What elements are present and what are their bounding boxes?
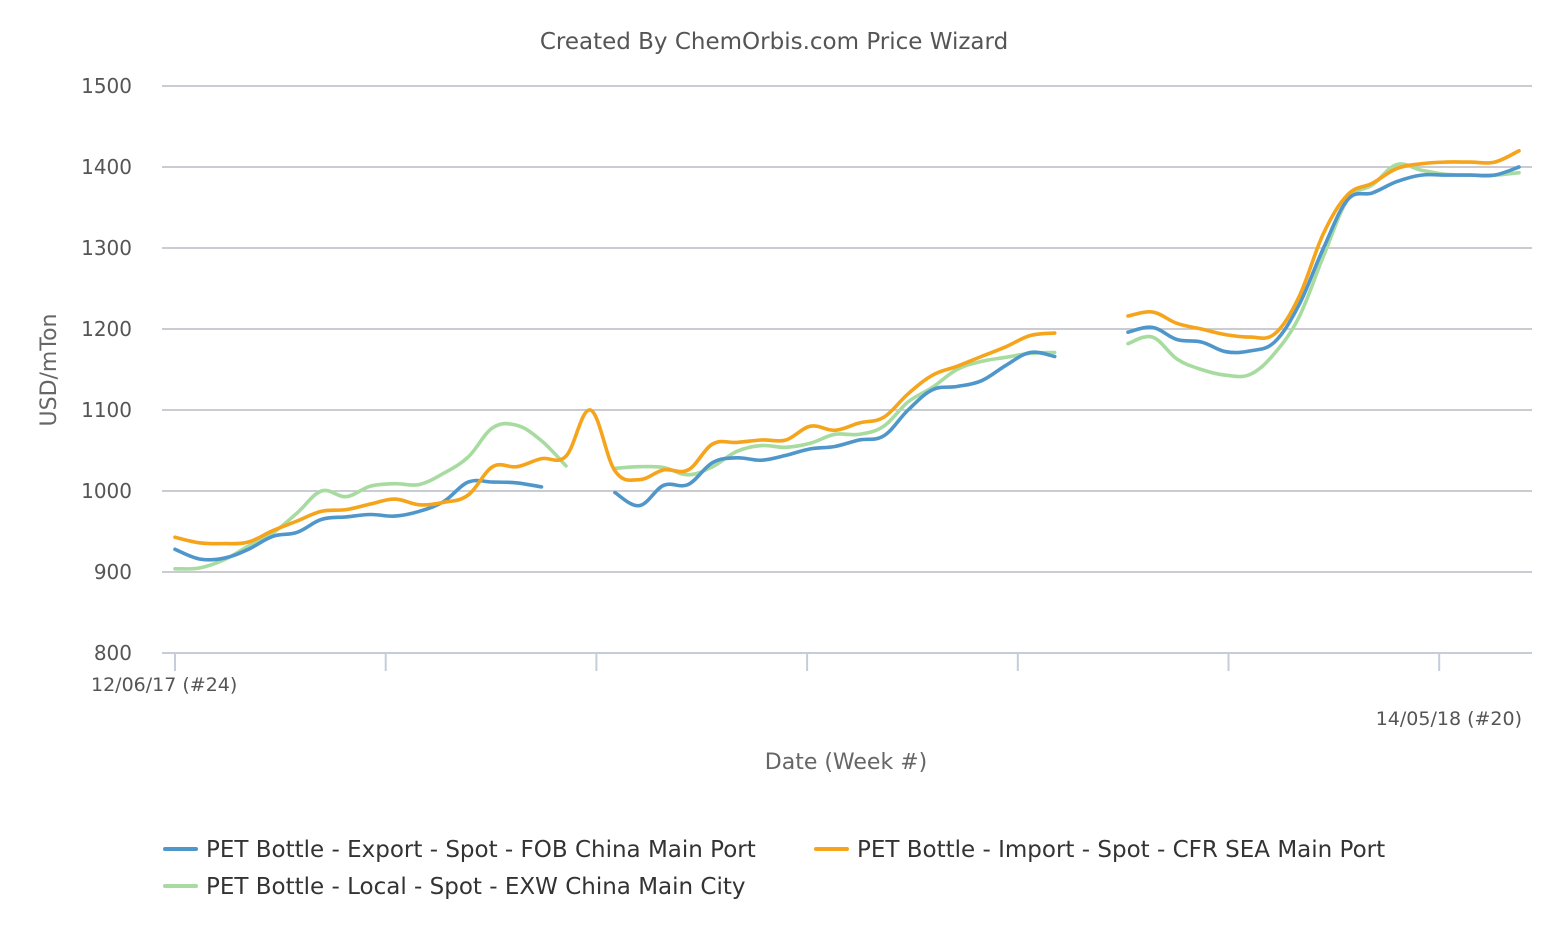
series-layer [173, 149, 1521, 571]
y-tick-label-1000: 1000 [81, 479, 132, 503]
grid-layer [162, 85, 1532, 573]
legend-label-2: PET Bottle - Import - Spot - CFR SEA Mai… [857, 837, 1385, 863]
x-end-date-label: 14/05/18 (#20) [1376, 708, 1522, 730]
y-tick-label-900: 900 [94, 560, 132, 584]
x-axis [162, 652, 1532, 671]
y-tick-label-1100: 1100 [81, 398, 132, 422]
legend-label-3: PET Bottle - Local - Spot - EXW China Ma… [206, 874, 746, 900]
series-1-line-segment-1 [613, 350, 1057, 508]
y-tick-label-1500: 1500 [81, 74, 132, 98]
chart-title: Created By ChemOrbis.com Price Wizard [540, 29, 1008, 55]
series-3 [173, 162, 1521, 571]
series-1-line-segment-2 [1126, 165, 1521, 355]
legend: PET Bottle - Export - Spot - FOB China M… [163, 837, 1385, 900]
series-3-line-segment-1 [613, 350, 1057, 477]
legend-item-1[interactable]: PET Bottle - Export - Spot - FOB China M… [163, 837, 756, 863]
legend-item-3[interactable]: PET Bottle - Local - Spot - EXW China Ma… [163, 874, 746, 900]
series-2 [173, 149, 1521, 546]
y-tick-label-800: 800 [94, 641, 132, 665]
legend-label-1: PET Bottle - Export - Spot - FOB China M… [206, 837, 756, 863]
series-2-line-segment-0 [173, 331, 1057, 546]
series-3-line-segment-0 [173, 421, 568, 571]
series-3-line-segment-2 [1126, 162, 1521, 379]
legend-item-2[interactable]: PET Bottle - Import - Spot - CFR SEA Mai… [814, 837, 1385, 863]
x-axis-title: Date (Week #) [765, 750, 927, 775]
x-start-date-label: 12/06/17 (#24) [91, 674, 237, 696]
y-tick-label-1200: 1200 [81, 317, 132, 341]
y-tick-label-1400: 1400 [81, 155, 132, 179]
y-axis-title: USD/mTon [37, 314, 62, 427]
y-tick-label-1300: 1300 [81, 236, 132, 260]
y-tick-labels: 800 900 1000 1100 1200 1300 1400 1500 [81, 74, 132, 665]
series-2-line-segment-1 [1126, 149, 1521, 340]
